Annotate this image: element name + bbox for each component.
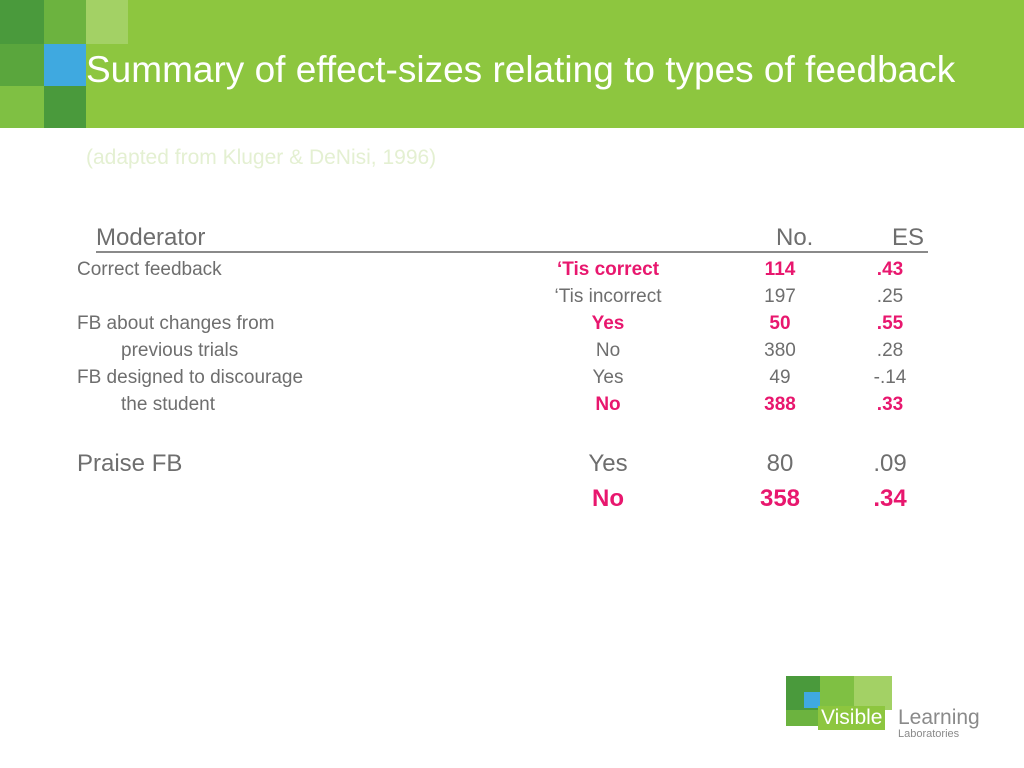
count-cell: 358 <box>759 485 801 512</box>
effect-size-cell: .43 <box>876 259 904 280</box>
page-subtitle: (adapted from Kluger & DeNisi, 1996) <box>86 146 437 169</box>
decor-square <box>86 0 128 44</box>
decor-square <box>0 44 44 86</box>
moderator-cell: the student <box>121 394 216 415</box>
effect-size-cell: .33 <box>876 394 904 415</box>
logo-word-learning: Learning <box>898 706 980 729</box>
effect-size-cell: .55 <box>876 313 904 334</box>
logo-square <box>786 710 820 726</box>
moderator-cell: FB about changes from <box>77 313 275 334</box>
level-cell: Yes <box>591 313 625 334</box>
logo-word-laboratories: Laboratories <box>898 728 960 740</box>
effect-size-cell: .34 <box>873 485 907 512</box>
page-title: Summary of effect-sizes relating to type… <box>86 49 956 90</box>
count-cell: 80 <box>766 450 794 477</box>
header-underline <box>96 251 928 253</box>
level-cell: Yes <box>588 450 628 477</box>
level-cell: No <box>592 485 624 512</box>
level-cell: ‘Tis incorrect <box>554 286 662 307</box>
moderator-header: Moderator <box>96 224 206 251</box>
decor-square <box>44 86 86 128</box>
decor-square <box>44 44 86 86</box>
decor-square <box>44 0 86 44</box>
count-cell: 50 <box>769 313 791 334</box>
level-cell: ‘Tis correct <box>556 259 660 280</box>
moderator-cell: Correct feedback <box>77 259 222 280</box>
count-cell: 197 <box>764 286 796 307</box>
effect-size-cell: -.14 <box>873 367 907 388</box>
no-header: No. <box>776 224 814 251</box>
header-banner <box>0 0 1024 128</box>
count-cell: 49 <box>769 367 791 388</box>
moderator-cell: FB designed to discourage <box>77 367 304 388</box>
level-cell: No <box>595 394 621 415</box>
decor-square <box>0 86 44 128</box>
count-cell: 388 <box>764 394 796 415</box>
level-cell: No <box>595 340 621 361</box>
logo-square <box>820 676 854 710</box>
es-header: ES <box>892 224 925 251</box>
moderator-cell: previous trials <box>121 340 239 361</box>
logo-square <box>854 676 892 710</box>
logo-word-visible: Visible <box>818 706 886 730</box>
count-cell: 380 <box>764 340 796 361</box>
effect-size-cell: .09 <box>873 450 907 477</box>
logo-square <box>804 692 820 708</box>
effect-size-cell: .28 <box>876 340 904 361</box>
decor-square <box>0 0 44 44</box>
count-cell: 114 <box>764 259 796 280</box>
level-cell: Yes <box>592 367 624 388</box>
moderator-cell: Praise FB <box>77 450 183 477</box>
effect-size-cell: .25 <box>876 286 904 307</box>
